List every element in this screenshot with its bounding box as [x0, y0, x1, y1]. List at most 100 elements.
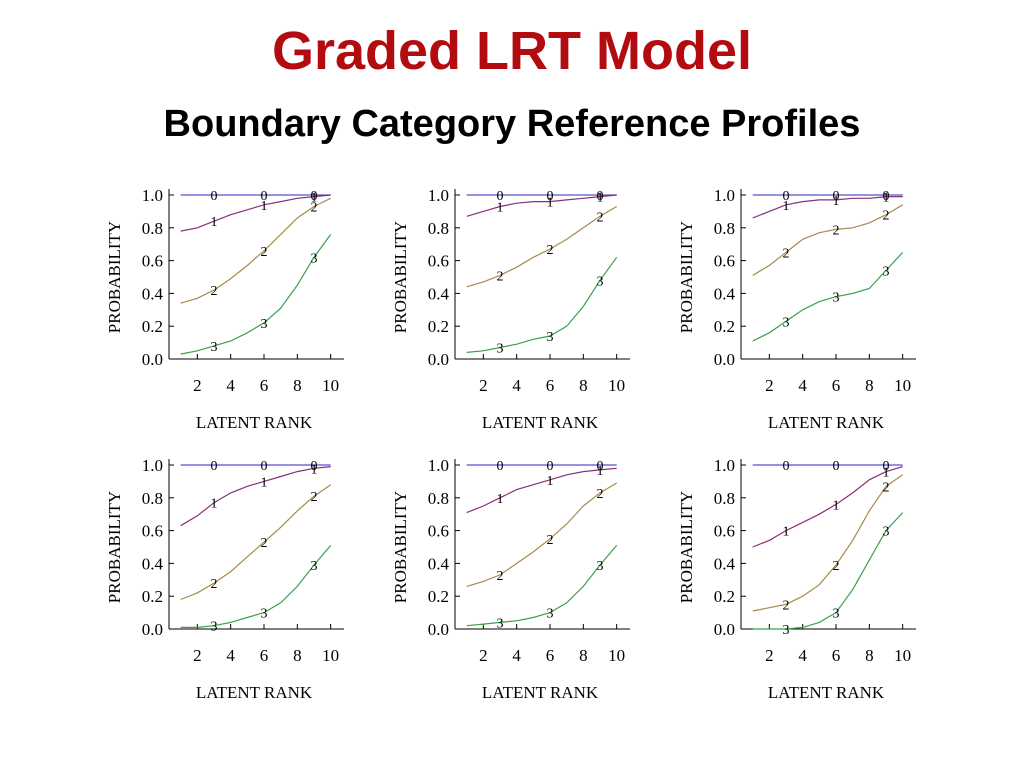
y-tick-label: 1.0 — [142, 456, 163, 475]
y-tick-label: 0.6 — [714, 522, 735, 541]
y-tick-label: 1.0 — [714, 456, 735, 475]
x-tick-label: 6 — [260, 646, 269, 665]
series-label-2: 2 — [497, 569, 504, 584]
series-line-1 — [752, 196, 903, 219]
y-axis-label: PROBABILITY — [105, 221, 124, 333]
series-label-0: 0 — [883, 459, 890, 474]
y-tick-label: 0.6 — [142, 252, 163, 271]
series-label-1: 1 — [497, 200, 504, 215]
series-label-2: 2 — [261, 245, 268, 260]
series-label-2: 2 — [311, 200, 318, 215]
series-label-1: 1 — [597, 464, 604, 479]
x-tick-label: 2 — [193, 376, 202, 395]
series-label-0: 0 — [311, 189, 318, 204]
series-label-0: 0 — [833, 459, 840, 474]
x-tick-label: 6 — [832, 646, 841, 665]
series-label-3: 3 — [261, 607, 268, 622]
x-tick-label: 8 — [579, 646, 588, 665]
x-tick-label: 10 — [894, 376, 911, 395]
series-line-3 — [752, 512, 904, 630]
x-tick-label: 10 — [322, 646, 339, 665]
x-tick-label: 8 — [579, 376, 588, 395]
series-label-3: 3 — [547, 330, 554, 345]
series-line-2 — [466, 205, 618, 288]
x-tick-label: 8 — [865, 646, 874, 665]
series-label-0: 0 — [547, 459, 554, 474]
series-label-0: 0 — [211, 189, 218, 204]
series-label-2: 2 — [261, 536, 268, 551]
x-tick-label: 4 — [798, 646, 807, 665]
y-tick-label: 1.0 — [428, 456, 449, 475]
series-label-2: 2 — [597, 210, 604, 225]
series-label-2: 2 — [211, 284, 218, 299]
series-label-1: 1 — [833, 498, 840, 513]
x-tick-label: 8 — [865, 376, 874, 395]
series-label-2: 2 — [883, 209, 890, 224]
series-label-3: 3 — [833, 291, 840, 306]
series-line-1 — [466, 467, 617, 514]
y-tick-label: 0.0 — [142, 620, 163, 639]
series-label-2: 2 — [311, 490, 318, 505]
series-label-3: 3 — [783, 315, 790, 330]
series-label-0: 0 — [783, 459, 790, 474]
series-label-1: 1 — [547, 474, 554, 489]
series-label-2: 2 — [547, 533, 554, 548]
series-label-0: 0 — [211, 459, 218, 474]
series-label-1: 1 — [211, 497, 218, 512]
y-tick-label: 0.8 — [714, 219, 735, 238]
x-tick-label: 6 — [546, 376, 555, 395]
x-tick-label: 2 — [765, 376, 774, 395]
series-label-0: 0 — [833, 189, 840, 204]
series-label-2: 2 — [833, 223, 840, 238]
series-label-0: 0 — [783, 189, 790, 204]
series-line-3 — [180, 234, 332, 355]
series-label-1: 1 — [547, 196, 554, 211]
y-tick-label: 0.6 — [714, 252, 735, 271]
series-label-0: 0 — [597, 459, 604, 474]
series-label-3: 3 — [883, 264, 890, 279]
series-label-3: 3 — [311, 559, 318, 574]
y-tick-label: 0.0 — [714, 620, 735, 639]
series-label-0: 0 — [311, 459, 318, 474]
y-tick-label: 0.4 — [142, 284, 164, 303]
y-tick-label: 1.0 — [714, 186, 735, 205]
series-label-3: 3 — [597, 274, 604, 289]
x-tick-label: 6 — [260, 376, 269, 395]
y-tick-label: 0.4 — [714, 554, 736, 573]
series-label-2: 2 — [783, 598, 790, 613]
series-label-1: 1 — [261, 475, 268, 490]
series-line-2 — [752, 204, 904, 276]
series-label-2: 2 — [783, 246, 790, 261]
y-tick-label: 0.2 — [428, 317, 449, 336]
series-label-0: 0 — [497, 459, 504, 474]
y-axis-label: PROBABILITY — [677, 491, 696, 603]
y-tick-label: 0.6 — [142, 522, 163, 541]
y-axis-label: PROBABILITY — [105, 491, 124, 603]
x-tick-label: 10 — [608, 376, 625, 395]
series-label-0: 0 — [261, 189, 268, 204]
x-axis-label: LATENT RANK — [482, 413, 599, 432]
x-axis-label: LATENT RANK — [768, 413, 885, 432]
x-tick-label: 4 — [512, 376, 521, 395]
series-label-2: 2 — [883, 480, 890, 495]
series-label-0: 0 — [883, 189, 890, 204]
y-tick-label: 0.4 — [142, 554, 164, 573]
series-label-1: 1 — [211, 215, 218, 230]
x-tick-label: 10 — [322, 376, 339, 395]
series-line-1 — [180, 194, 331, 232]
series-label-3: 3 — [783, 623, 790, 638]
series-label-3: 3 — [833, 607, 840, 622]
series-line-2 — [466, 482, 618, 587]
x-axis-label: LATENT RANK — [196, 413, 313, 432]
series-line-1 — [752, 466, 903, 548]
x-tick-label: 4 — [226, 376, 235, 395]
series-label-2: 2 — [547, 243, 554, 258]
series-line-2 — [752, 474, 904, 612]
series-line-3 — [466, 545, 618, 627]
y-tick-label: 1.0 — [142, 186, 163, 205]
y-axis-label: PROBABILITY — [391, 221, 410, 333]
